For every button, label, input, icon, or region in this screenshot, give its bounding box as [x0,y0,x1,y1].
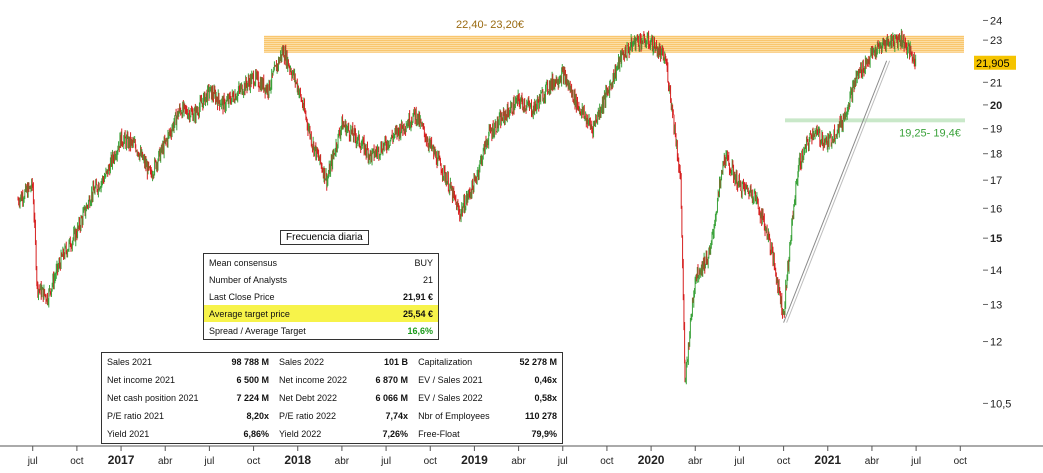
fundamentals-value: 8,20x [246,411,270,421]
y-tick-label: 14 [990,265,1002,277]
x-tick-label: 2019 [461,453,488,467]
fundamentals-label: Net income 2022 [279,375,348,385]
resistance-zone-label: 22,40- 23,20€ [456,19,524,31]
x-tick-label: abr [865,456,880,467]
x-tick-label: oct [247,456,261,467]
y-tick-label: 18 [990,149,1002,161]
x-tick-label: abr [688,456,703,467]
fundamentals-row: Net cash position 2021 7 224 M Net Debt 20… [102,389,563,407]
x-tick-label: 2021 [814,453,841,467]
last-price-badge [974,55,1016,70]
fundamentals-row: Yield 2021 6,86% Yield 2022 7,26% Free-Float… [102,425,563,444]
x-tick-label: oct [70,456,84,467]
y-tick-label: 24 [990,15,1002,27]
consensus-value: 21 [422,274,433,285]
support-zone-label: 19,25- 19,4€ [899,128,961,140]
fundamentals-label: P/E ratio 2021 [107,411,165,421]
fundamentals-value: 79,9% [531,429,557,439]
fundamentals-value: 6,86% [243,429,270,439]
consensus-row: Number of Analysts 21 [204,271,439,288]
x-tick-label: abr [511,456,526,467]
y-tick-label: 13 [990,299,1002,311]
consensus-label: Number of Analysts [209,274,288,285]
consensus-label: Last Close Price [209,291,275,302]
fundamentals-value: 101 B [384,357,409,367]
consensus-row: Spread / Average Target 16,6% [204,322,439,340]
y-axis: 2423222120191817161514131210,521,905 [974,15,1016,410]
fundamentals-value: 6 066 M [375,393,409,403]
x-tick-label: abr [158,456,173,467]
x-tick-label: 2020 [638,453,665,467]
last-price-label: 21,905 [976,58,1010,70]
fundamentals-label: Free-Float [418,429,460,439]
x-axis: jul oct 2017 abr jul oct 2018 abr jul oct 2019 abr j… [0,445,1043,467]
fundamentals-label: Sales 2022 [279,357,325,367]
fundamentals-label: Net income 2021 [107,375,176,385]
fundamentals-value: 98 788 M [231,357,270,367]
x-tick-label: jul [27,456,38,467]
trendline-parallel [786,60,891,323]
consensus-value: 21,91 € [402,291,433,302]
fundamentals-label: Yield 2021 [107,429,150,439]
fundamentals-label: Sales 2021 [107,357,153,367]
y-tick-label: 20 [990,100,1002,112]
x-tick-label: jul [380,456,391,467]
consensus-value: BUY [414,257,433,268]
trendline [783,60,888,323]
y-tick-label: 12 [990,337,1002,349]
consensus-row: Mean consensus BUY [204,254,439,272]
consensus-value: 16,6% [407,325,433,336]
consensus-label: Mean consensus [209,257,278,268]
y-tick-label: 15 [990,233,1002,245]
frequency-label: Frecuencia diaria [280,230,369,245]
fundamentals-label: P/E ratio 2022 [279,411,337,421]
fundamentals-value: 0,58x [534,393,557,403]
fundamentals-label: EV / Sales 2022 [418,393,483,403]
fundamentals-row: P/E ratio 2021 8,20x P/E ratio 2022 7,74x Nb… [102,407,563,425]
y-tick-label: 16 [990,203,1002,215]
x-tick-label: jul [557,456,568,467]
consensus-label: Spread / Average Target [209,325,306,336]
fundamentals-label: Yield 2022 [279,429,322,439]
fundamentals-row: Net income 2021 6 500 M Net income 2022 6 8… [102,371,563,389]
fundamentals-value: 7,74x [385,411,409,421]
fundamentals-value: 0,46x [534,375,557,385]
fundamentals-label: EV / Sales 2021 [418,375,483,385]
fundamentals-value: 7 224 M [236,393,270,403]
y-tick-label: 10,5 [990,398,1011,410]
x-tick-label: oct [424,456,438,467]
fundamentals-label: Nbr of Employees [418,411,490,421]
consensus-table: Mean consensus BUY Number of Analysts 21 L… [203,253,439,340]
fundamentals-value: 6 870 M [375,375,409,385]
x-tick-label: oct [954,456,968,467]
consensus-value: 25,54 € [374,305,439,322]
x-tick-label: jul [733,456,744,467]
y-tick-label: 17 [990,175,1002,187]
fundamentals-value: 7,26% [382,429,409,439]
fundamentals-label: Net Debt 2022 [279,393,338,403]
y-tick-label: 19 [990,124,1002,136]
x-tick-label: 2018 [284,453,311,467]
fundamentals-label: Capitalization [418,357,473,367]
fundamentals-value: 6 500 M [236,375,270,385]
consensus-row-highlight: Average target price 25,54 € [203,305,439,322]
x-tick-label: oct [600,456,614,467]
x-tick-label: jul [910,456,921,467]
fundamentals-table: Sales 2021 98 788 M Sales 2022 101 B Capital… [101,352,563,444]
consensus-row: Last Close Price 21,91 € [204,288,439,305]
fundamentals-label: Net cash position 2021 [107,393,199,403]
x-tick-label: oct [777,456,791,467]
fundamentals-value: 52 278 M [519,357,557,367]
y-tick-label: 21 [990,77,1002,89]
x-tick-label: jul [203,456,214,467]
x-tick-label: abr [335,456,350,467]
fundamentals-value: 110 278 [524,411,557,421]
fundamentals-row: Sales 2021 98 788 M Sales 2022 101 B Capital… [102,353,563,372]
y-tick-label: 23 [990,35,1002,47]
x-tick-label: 2017 [108,453,135,467]
consensus-label: Average target price [203,305,375,322]
